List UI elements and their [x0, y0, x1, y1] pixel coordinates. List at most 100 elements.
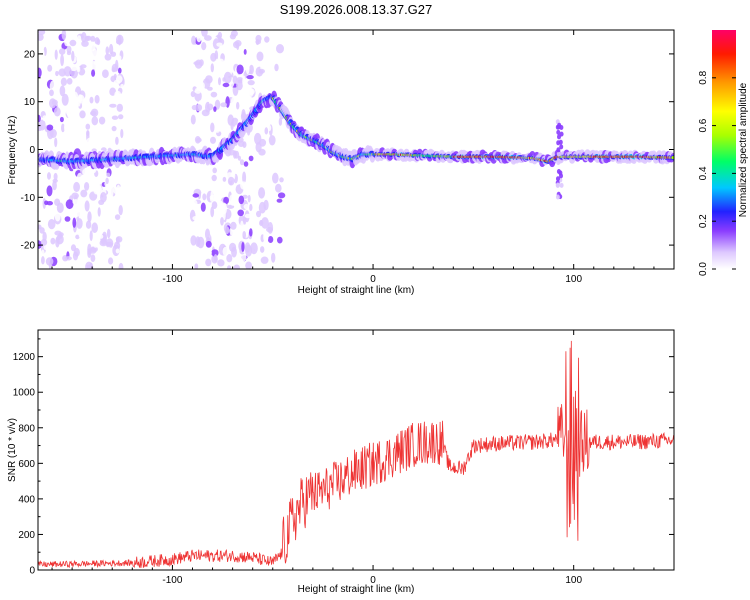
spectrogram-cell	[50, 237, 56, 245]
spectrogram-cell	[106, 228, 111, 239]
spectrogram-cell	[41, 249, 45, 257]
spectrogram-cell	[105, 177, 109, 184]
spectrogram-cell	[111, 125, 117, 132]
spectrogram-cell	[115, 59, 119, 72]
spectrogram-cell	[112, 222, 119, 230]
spectrogram-cell	[61, 30, 67, 40]
spectrogram-cell	[230, 221, 237, 230]
spectrogram-cell	[116, 75, 123, 84]
spectrogram-cell	[114, 214, 121, 221]
spectrogram-cell	[260, 256, 269, 264]
spectrogram-cell	[258, 187, 266, 199]
spectrogram-cell	[76, 172, 83, 183]
spectrogram-cell	[277, 236, 283, 244]
spectrogram-cell	[67, 113, 75, 120]
spectrogram-cell	[86, 35, 92, 41]
spectrogram-cell	[197, 219, 202, 229]
spectrogram-cell	[255, 34, 262, 43]
x-tick-label: -100	[162, 575, 182, 586]
spectrogram-cell	[38, 56, 45, 64]
spectrogram-cell	[117, 55, 122, 60]
spectrogram-cell	[90, 110, 97, 116]
spectrogram-cell	[89, 96, 94, 104]
spectrogram-cell	[240, 181, 247, 190]
spectrogram-cell	[227, 176, 235, 186]
spectrogram-cell	[210, 196, 214, 202]
y-tick-label: 20	[24, 49, 36, 60]
spectrogram-cell	[247, 88, 255, 95]
spectrogram-cell	[211, 201, 218, 210]
spectrogram-cell	[192, 193, 200, 198]
spectrogram-cell	[82, 101, 90, 106]
spectrogram-cell	[210, 206, 215, 218]
spectrogram-cell	[87, 211, 92, 223]
spectrogram-cell	[120, 83, 124, 90]
spectrogram-cell	[102, 69, 109, 78]
spectrogram-cell	[39, 138, 43, 144]
spectrogram-cell	[220, 105, 228, 117]
spectrogram-cell	[268, 135, 276, 146]
spectrogram-cell	[53, 107, 61, 117]
spectrogram-cell	[69, 65, 78, 72]
spectrogram-cell	[233, 264, 240, 269]
spectrogram-cell	[71, 91, 79, 103]
spectrogram-cell	[192, 79, 198, 85]
spectrogram-cell	[100, 192, 107, 203]
spectrogram-cell	[201, 30, 208, 37]
spectrogram-cell	[65, 226, 72, 238]
spectrogram-cell	[252, 162, 256, 172]
spectrogram-cell	[47, 127, 54, 140]
spectrogram-cell	[116, 236, 120, 245]
spectrogram-cell	[249, 203, 253, 212]
spectrogram-cell	[224, 226, 230, 235]
spectrogram-cell	[222, 246, 229, 257]
spectrogram-cell	[267, 124, 272, 132]
spectrogram-cell	[218, 58, 225, 66]
spectrogram-cell	[85, 81, 90, 86]
spectrogram-cell	[42, 115, 47, 122]
spectrogram-cell	[201, 109, 210, 117]
spectrogram-cell	[236, 101, 240, 110]
spectrogram-cell	[38, 224, 42, 230]
spectrogram-cell	[193, 175, 199, 181]
spectrogram-cell	[555, 183, 560, 188]
spectrogram-cell	[229, 33, 236, 40]
spectrogram-cell	[38, 142, 41, 147]
spectrogram-cell	[556, 147, 561, 153]
spectrogram-cell	[103, 218, 108, 230]
spectrogram-cell	[218, 77, 221, 86]
y-tick-label: 800	[18, 423, 35, 434]
spectrogram-cell	[557, 134, 561, 140]
spectrogram-cell	[98, 222, 102, 234]
spectrogram-cell	[66, 78, 73, 85]
spectrogram-y-axis-label: Frequency (Hz)	[7, 116, 18, 185]
spectrogram-cell	[258, 148, 266, 156]
spectrogram-cell	[556, 129, 561, 135]
spectrogram-cell	[246, 135, 253, 143]
spectrogram-cell	[217, 200, 224, 213]
x-tick-label: 100	[565, 575, 582, 586]
spectrogram-cell	[213, 254, 218, 262]
spectrogram-cell	[86, 60, 90, 67]
spectrogram-cell	[38, 67, 42, 78]
spectrogram-cell	[115, 136, 119, 145]
spectrogram-cell	[47, 219, 56, 230]
spectrogram-cell	[204, 35, 212, 41]
spectrogram-cell	[202, 193, 207, 201]
spectrogram-cell	[55, 70, 59, 77]
spectrogram-cell	[108, 257, 114, 265]
spectrogram-cell	[278, 117, 283, 126]
spectrogram-cell	[274, 63, 279, 72]
spectrogram-cell	[69, 39, 77, 47]
spectrogram-cell	[197, 236, 205, 249]
spectrogram-cell	[243, 161, 249, 167]
colorbar-tick-label: 0.6	[698, 118, 709, 132]
spectrogram-cell	[200, 82, 205, 90]
spectrogram-cell	[558, 170, 563, 176]
colorbar: 0.0 0.2 0.4 0.6 0.8 Normalized spectral ampl…	[698, 30, 749, 276]
spectrogram-cell	[276, 198, 283, 203]
spectrogram-cell	[92, 239, 99, 248]
spectrogram-cell	[71, 50, 75, 62]
spectrogram-cell	[63, 66, 72, 77]
spectrogram-cell	[239, 159, 245, 166]
